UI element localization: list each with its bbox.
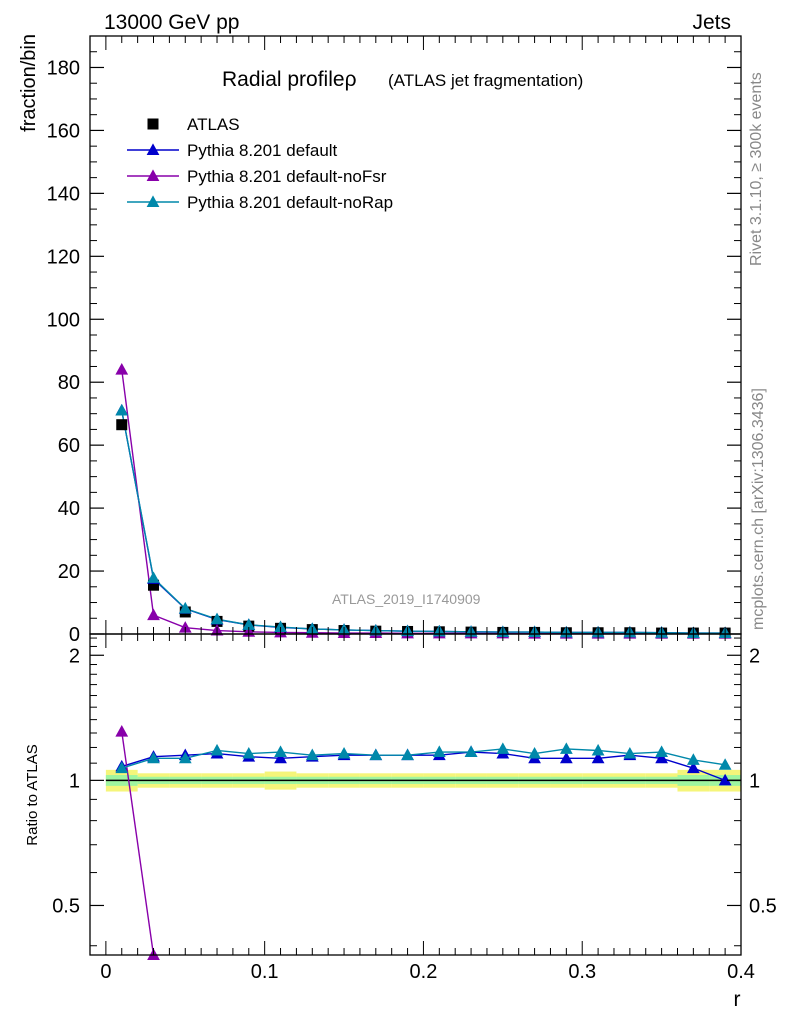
ratio-point-2 [274,745,287,757]
ratio-point-2 [210,743,224,756]
x-tick-label: 0.2 [410,961,438,983]
data-point-3 [242,618,256,630]
data-point-3 [147,571,160,583]
ratio-point-2 [242,746,256,759]
ratio-point-2 [655,745,668,757]
main-y-tick-label: 100 [47,309,80,331]
main-y-tick-label: 160 [47,120,80,142]
x-tick-label: 0 [100,961,111,983]
ratio-panel: 0.5 0.5 1 1 2 2 0 0.1 0.2 0.3 0.4 Ratio to ATLAS r [24,633,777,1011]
ratio-point-2 [432,745,446,757]
ratio-point-2 [401,748,414,761]
ratio-point-0 [274,751,287,764]
ratio-point-2 [528,746,541,759]
legend-marker [147,118,159,130]
data-point-3 [274,620,287,633]
main-title-suffix: (ATLAS jet fragmentation) [388,71,583,90]
legend-marker [146,169,160,181]
x-tick-label: 0.1 [251,961,279,983]
ratio-frame [89,633,742,956]
x-axis-label: r [734,988,741,1011]
rivet-label: Rivet 3.1.10, ≥ 300k events [748,72,765,266]
data-point-2 [178,621,192,633]
ratio-point-2 [496,742,510,754]
ratio-point-0 [559,751,573,764]
data-point-3 [210,612,224,625]
ratio-point-0 [718,773,732,786]
ratio-y-tick-label: 1 [69,770,80,792]
legend-label: Pythia 8.201 default [187,141,338,160]
main-y-tick-label: 20 [58,561,80,583]
main-y-tick-label: 180 [47,57,80,79]
legend-label: Pythia 8.201 default-noRap [187,193,393,212]
ratio-y-tick-label-right: 0.5 [749,895,777,917]
process-label: Jets [692,11,731,34]
ratio-point-2 [718,758,732,770]
ratio-point-2 [559,742,573,754]
legend-marker [146,143,160,155]
data-point-0 [116,419,128,431]
main-y-tick-label: 40 [58,498,80,520]
main-y-tick-label: 120 [47,246,80,268]
main-y-tick-label: 60 [58,435,80,457]
ratio-point-0 [686,761,700,774]
legend: ATLAS Pythia 8.201 default Pythia 8.201 de… [127,115,393,212]
ratio-point-2 [115,761,129,774]
ratio-point-0 [591,751,605,764]
legend-marker [146,195,160,207]
data-point-2 [115,363,129,375]
ratio-point-2 [686,753,700,765]
ratio-point-2 [464,745,478,757]
ratio-point-2 [178,751,192,764]
ratio-point-2 [147,751,160,764]
ratio-point-1 [115,725,129,737]
data-point-2 [147,608,160,621]
energy-label: 13000 GeV pp [104,11,239,34]
main-y-tick-label: 80 [58,372,80,394]
main-title: Radial profileρ [222,68,357,91]
main-y-axis-label: fraction/bin [18,34,40,132]
ratio-y-tick-label: 0.5 [52,895,80,917]
ratio-line-1 [121,731,155,956]
main-y-tick-label: 0 [69,624,80,646]
ratio-point-0 [655,751,668,764]
data-point-3 [178,601,192,614]
x-tick-label: 0.4 [727,961,755,983]
main-panel: 0 20 40 60 80 100 120 140 160 180 Radial profileρ… [18,34,742,646]
ratio-y-axis-label: Ratio to ATLAS [24,744,41,845]
legend-label: Pythia 8.201 default-noFsr [187,167,387,186]
ratio-point-2 [337,746,351,759]
watermark: ATLAS_2019_I1740909 [332,591,481,607]
ratio-y-tick-label-right: 2 [749,645,760,667]
data-point-0 [148,579,160,591]
legend-label: ATLAS [187,115,240,134]
ratio-point-2 [623,746,637,759]
data-point-3 [115,403,129,416]
ratio-point-2 [369,748,383,761]
ratio-line-2 [121,748,726,769]
ratio-y-tick-label: 2 [69,645,80,667]
x-tick-label: 0.3 [568,961,596,983]
ratio-y-tick-label-right: 1 [749,770,760,792]
ratio-point-2 [305,748,319,761]
mcplots-label: mcplots.cern.ch [arXiv:1306.3436] [750,388,767,630]
ratio-point-2 [591,743,605,756]
main-y-tick-label: 140 [47,183,80,205]
